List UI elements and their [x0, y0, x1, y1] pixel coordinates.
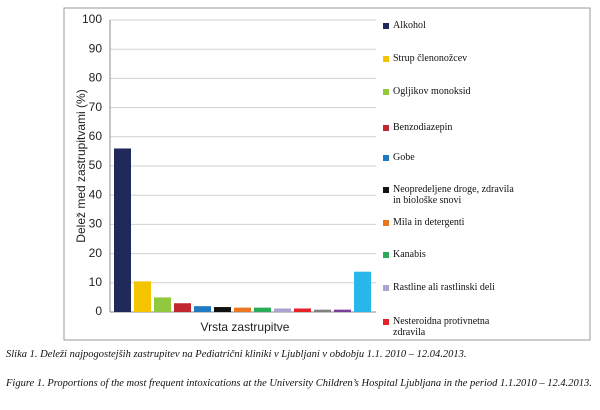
legend-entry: Kanabis: [383, 249, 523, 260]
legend-entry: Rastline ali rastlinski deli: [383, 282, 523, 293]
bar: [194, 306, 211, 312]
caption: Slika 1. Deleži najpogostejših zastrupit…: [6, 349, 467, 360]
legend-label: Strup členonožcev: [393, 53, 468, 64]
legend-label: Neopredeljene droge, zdravila in biološk…: [393, 184, 514, 206]
bar: [234, 307, 251, 312]
legend-entry: Strup členonožcev: [383, 53, 523, 64]
legend-swatch: [383, 252, 389, 258]
bar: [354, 271, 371, 312]
legend-swatch: [383, 56, 389, 62]
legend-entry: Neopredeljene droge, zdravila in biološk…: [383, 184, 523, 206]
legend-label: Mila in detergenti: [393, 217, 465, 228]
bar: [154, 297, 171, 312]
bar: [274, 308, 291, 312]
y-tick-label: 80: [89, 71, 103, 85]
bar: [114, 148, 131, 312]
legend-swatch: [383, 319, 389, 325]
chart: Delež med zastrupitvami (%) Vrsta zastru…: [63, 7, 591, 341]
bar: [334, 309, 351, 312]
bar: [314, 309, 331, 312]
legend-entry: Benzodiazepin: [383, 122, 523, 133]
bar: [214, 307, 231, 312]
legend-swatch: [383, 285, 389, 291]
legend-label: Alkohol: [393, 20, 426, 31]
x-axis-label: Vrsta zastrupitve: [201, 320, 290, 334]
y-tick-label: 100: [82, 12, 102, 26]
legend-entry: Alkohol: [383, 20, 523, 31]
legend-label: Nesteroidna protivnetna zdravila: [393, 316, 490, 338]
y-tick-label: 40: [89, 187, 103, 201]
y-tick-label: 0: [95, 304, 102, 318]
bar: [174, 303, 191, 312]
y-tick-label: 60: [89, 129, 103, 143]
legend-label: Rastline ali rastlinski deli: [393, 282, 495, 293]
y-tick-label: 10: [89, 275, 103, 289]
legend-entry: Ogljikov monoksid: [383, 86, 523, 97]
legend-label: Kanabis: [393, 249, 426, 260]
legend-entry: Nesteroidna protivnetna zdravila: [383, 316, 523, 338]
bar: [254, 307, 271, 312]
legend-swatch: [383, 220, 389, 226]
y-tick-label: 30: [89, 217, 103, 231]
y-tick-label: 90: [89, 41, 103, 55]
caption: Figure 1. Proportions of the most freque…: [6, 378, 592, 389]
y-axis-label: Delež med zastrupitvami (%): [74, 89, 88, 242]
bar: [134, 281, 151, 312]
bar: [294, 308, 311, 312]
legend-entry: Mila in detergenti: [383, 217, 523, 228]
y-tick-label: 20: [89, 246, 103, 260]
y-tick-label: 50: [89, 158, 103, 172]
legend-swatch: [383, 23, 389, 29]
legend-swatch: [383, 187, 389, 193]
legend-entry: Gobe: [383, 152, 523, 163]
legend-label: Benzodiazepin: [393, 122, 453, 133]
legend-label: Gobe: [393, 152, 415, 163]
y-tick-label: 70: [89, 100, 103, 114]
legend-label: Ogljikov monoksid: [393, 86, 471, 97]
legend-swatch: [383, 89, 389, 95]
legend-swatch: [383, 155, 389, 161]
chart-border: [63, 7, 591, 341]
legend-swatch: [383, 125, 389, 131]
